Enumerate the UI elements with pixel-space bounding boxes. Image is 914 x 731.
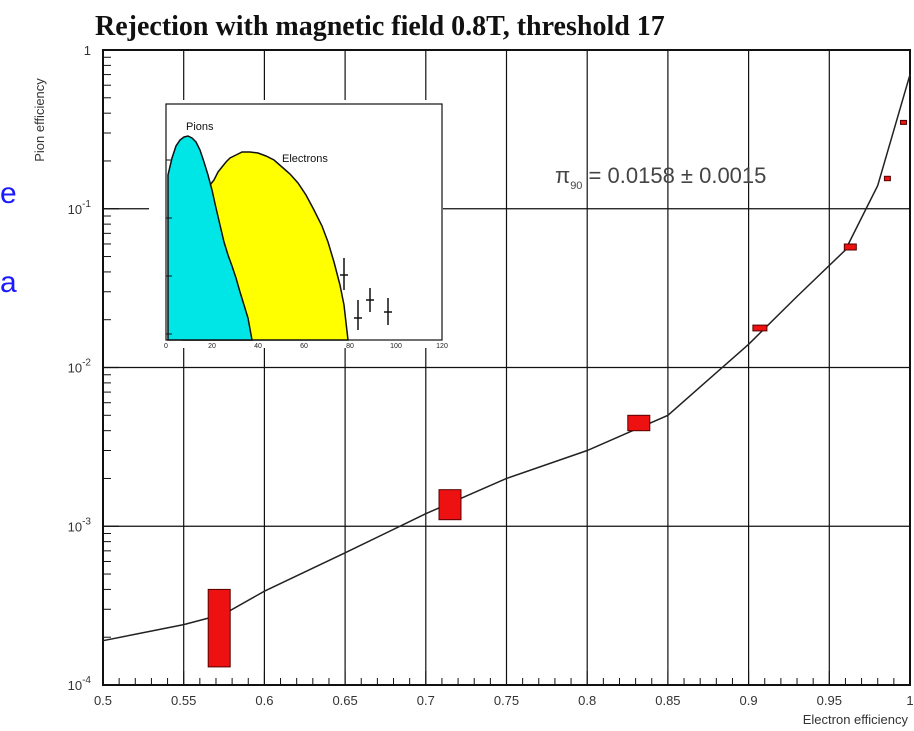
inset-x-tick-label: 120 (436, 343, 448, 350)
x-tick-label: 0.85 (655, 693, 680, 708)
axis-ticks (102, 56, 911, 686)
inset-x-tick-label: 20 (208, 343, 216, 350)
inset-histogram: 0 20 40 60 80 100 120 Pions Electrons (149, 100, 448, 350)
y-tick-label: 1 (84, 43, 91, 58)
x-tick-label: 0.7 (417, 693, 435, 708)
data-marker (883, 175, 891, 182)
y-tick-label: 10-2 (68, 358, 92, 376)
x-tick-label: 0.5 (94, 693, 112, 708)
y-axis-label: Pion efficiency (32, 78, 47, 162)
x-tick-label: 0.65 (332, 693, 357, 708)
fit-curve (102, 74, 911, 642)
x-tick-label: 0.75 (494, 693, 519, 708)
x-tick-label: 0.6 (255, 693, 273, 708)
x-tick-label: 1 (906, 693, 913, 708)
pi-symbol: π (555, 163, 570, 188)
inset-x-tick-labels: 0 20 40 60 80 100 120 (164, 343, 448, 350)
side-text-a: a (0, 266, 17, 299)
chart-title: Rejection with magnetic field 0.8T, thre… (95, 11, 665, 42)
inset-x-tick-label: 60 (300, 343, 308, 350)
x-tick-label: 0.8 (578, 693, 596, 708)
x-tick-labels: 0.5 0.55 0.6 0.65 0.7 0.75 0.8 0.85 0.9 0.95 1 (94, 693, 914, 708)
inset-x-tick-label: 40 (254, 343, 262, 350)
data-marker (752, 324, 768, 332)
pi90-annotation: π90 = 0.0158 ± 0.0015 (555, 163, 766, 192)
pi90-value: = 0.0158 ± 0.0015 (582, 163, 766, 188)
electrons-legend-label: Electrons (282, 153, 328, 165)
data-marker (843, 243, 857, 251)
data-marker (438, 489, 462, 521)
pi-subscript: 90 (570, 180, 582, 192)
data-marker (900, 119, 907, 125)
side-text-e: e (0, 177, 17, 210)
x-tick-label: 0.55 (171, 693, 196, 708)
x-tick-label: 0.9 (740, 693, 758, 708)
data-marker (207, 588, 231, 668)
x-axis-label: Electron efficiency (803, 712, 909, 727)
x-tick-label: 0.95 (817, 693, 842, 708)
inset-x-tick-label: 0 (164, 343, 168, 350)
pions-legend-label: Pions (186, 121, 214, 133)
pions-histogram (167, 135, 253, 341)
y-tick-label: 10-3 (68, 516, 92, 534)
y-tick-labels: 1 10-1 10-2 10-3 10-4 (68, 43, 92, 693)
y-tick-label: 10-1 (68, 199, 92, 217)
data-marker (627, 414, 651, 432)
y-tick-label: 10-4 (68, 675, 92, 693)
inset-x-tick-label: 100 (390, 343, 402, 350)
inset-x-tick-label: 80 (346, 343, 354, 350)
data-markers (207, 119, 907, 668)
electron-tail-error-bars (340, 258, 392, 330)
inset-y-ticks (166, 159, 172, 335)
